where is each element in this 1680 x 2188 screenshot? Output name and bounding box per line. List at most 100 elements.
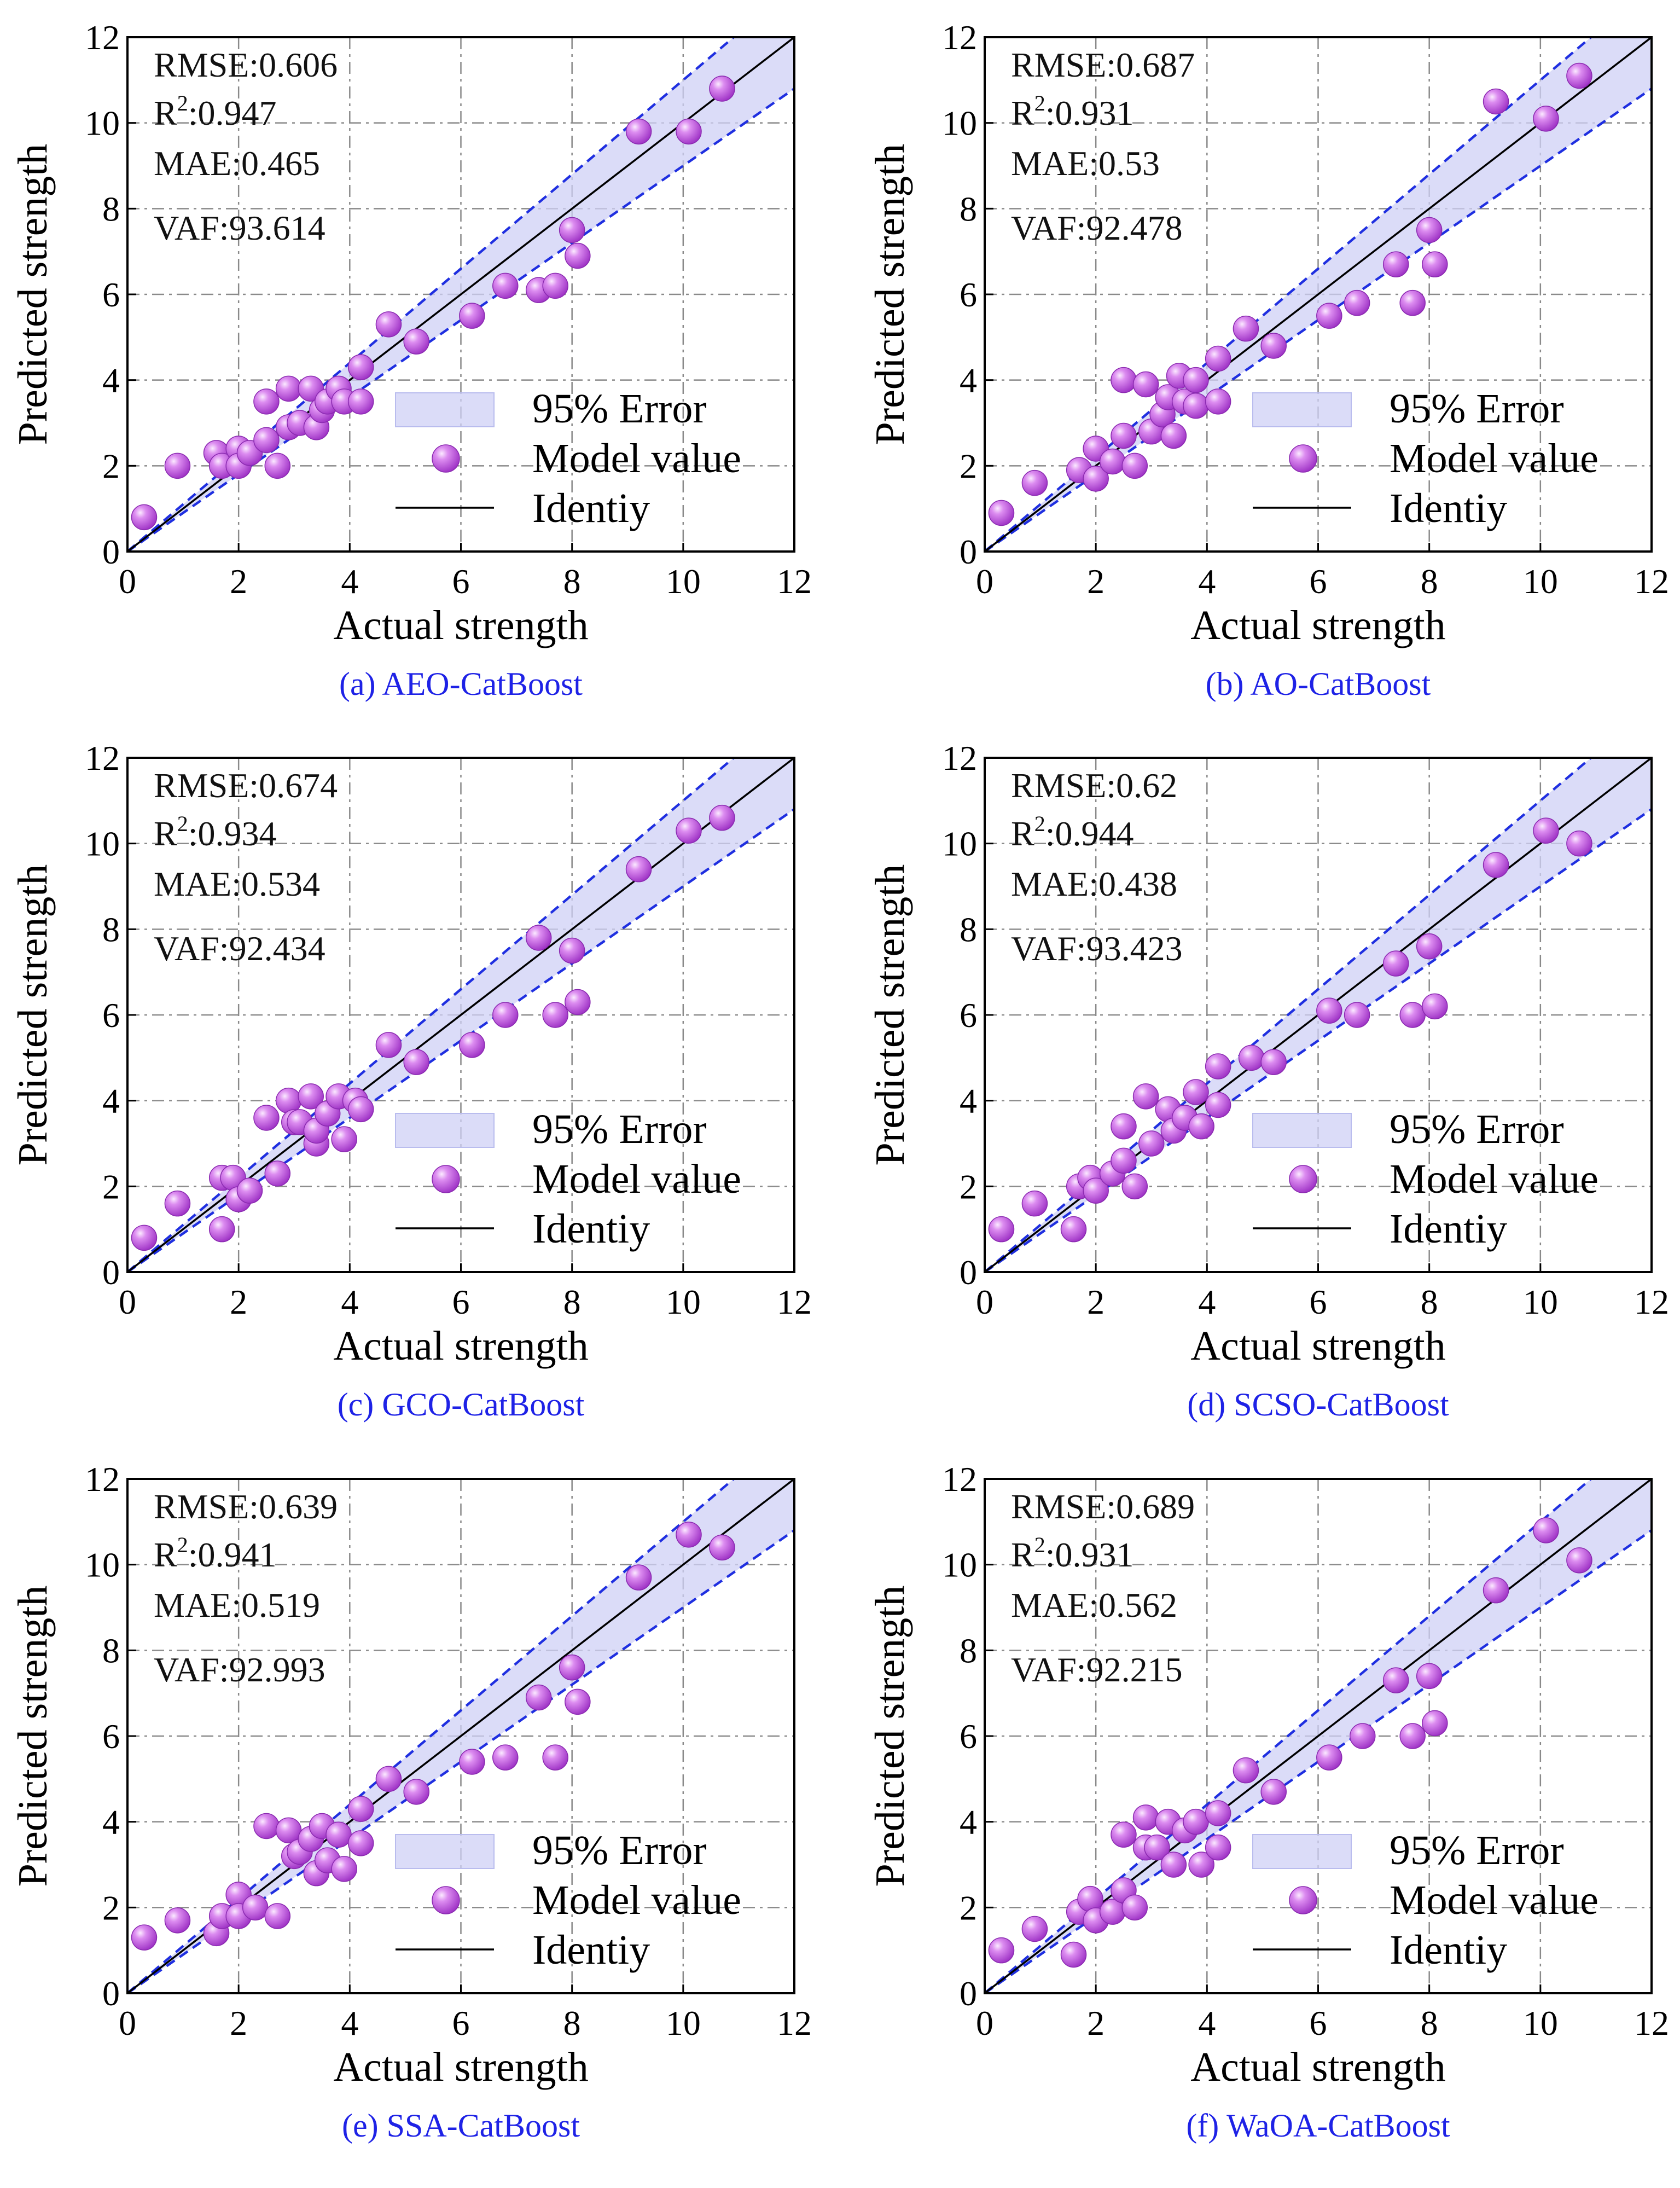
metric-r2-value: :0.947 — [188, 94, 277, 132]
data-point — [565, 1688, 591, 1715]
metric-vaf: VAF:93.423 — [1011, 929, 1183, 968]
data-point — [459, 303, 485, 329]
chart-panel-5: 0 2 4 6 8 10 12 0 2 4 6 8 10 12 Actual strength Predict… — [867, 1460, 1669, 2144]
y-tick-label: 6 — [102, 1717, 120, 1756]
data-point — [164, 452, 191, 479]
legend-identity-label: Identiy — [1390, 1206, 1507, 1252]
data-point — [1316, 303, 1342, 329]
data-point — [1566, 62, 1592, 89]
data-point — [1316, 1744, 1342, 1771]
legend-identity-label: Identiy — [532, 485, 650, 531]
x-tick-label: 0 — [119, 2004, 136, 2042]
metric-r2-exponent: 2 — [1034, 91, 1045, 115]
data-point — [565, 989, 591, 1015]
data-point — [1060, 1941, 1087, 1968]
y-tick-label: 6 — [102, 275, 120, 314]
x-tick-label: 10 — [666, 2004, 701, 2042]
data-point — [1111, 1147, 1137, 1174]
data-point — [1205, 1053, 1231, 1080]
y-axis-label: Predicted strength — [10, 144, 56, 445]
metric-r2-label: R — [1011, 1535, 1034, 1574]
data-point — [1422, 251, 1448, 277]
y-tick-label: 10 — [85, 825, 120, 863]
y-tick-label: 8 — [960, 1631, 977, 1670]
metric-r2-value: :0.931 — [1045, 94, 1134, 132]
x-tick-label: 10 — [1523, 2004, 1558, 2042]
metric-vaf: VAF:92.993 — [154, 1650, 325, 1689]
metric-vaf: VAF:92.478 — [1011, 208, 1183, 247]
data-point — [1399, 1723, 1426, 1749]
data-point — [492, 1744, 519, 1771]
legend-point-marker — [1289, 444, 1317, 473]
data-point — [236, 1177, 263, 1204]
data-point — [1121, 1173, 1148, 1200]
data-point — [375, 1766, 402, 1792]
legend-error-label: 95% Error — [1390, 386, 1564, 432]
data-point — [1416, 1663, 1443, 1690]
legend-error-label: 95% Error — [1390, 1106, 1564, 1152]
data-point — [298, 1083, 324, 1110]
data-point — [1344, 289, 1370, 316]
data-point — [1021, 1190, 1048, 1217]
legend-error-label: 95% Error — [532, 1106, 707, 1152]
metric-vaf: VAF:92.215 — [1011, 1650, 1183, 1689]
data-point — [403, 328, 429, 355]
data-point — [625, 1564, 652, 1591]
x-tick-label: 12 — [777, 562, 812, 601]
data-point — [559, 217, 585, 243]
x-tick-label: 12 — [1634, 2004, 1669, 2042]
data-point — [676, 1522, 702, 1548]
data-point — [1483, 852, 1509, 878]
metric-r2-exponent: 2 — [177, 1533, 188, 1557]
x-tick-label: 10 — [1523, 1282, 1558, 1321]
data-point — [1132, 1083, 1159, 1110]
data-point — [347, 1830, 374, 1856]
metric-r2: R2:0.944 — [1011, 811, 1133, 853]
data-point — [1083, 466, 1109, 492]
data-point — [208, 1216, 235, 1243]
data-point — [1021, 1916, 1048, 1942]
x-tick-label: 6 — [1310, 562, 1327, 601]
data-point — [253, 388, 280, 415]
data-point — [1399, 289, 1426, 316]
legend-identity-label: Identiy — [1390, 1927, 1507, 1973]
metric-mae: MAE:0.53 — [1011, 144, 1160, 183]
data-point — [1416, 217, 1443, 243]
metric-rmse: RMSE:0.687 — [1011, 45, 1195, 84]
y-tick-label: 4 — [960, 361, 977, 400]
x-tick-label: 4 — [341, 1282, 358, 1321]
y-tick-label: 12 — [85, 739, 120, 777]
metric-r2-label: R — [154, 1535, 177, 1574]
data-point — [1077, 1885, 1103, 1912]
data-point — [1416, 933, 1443, 960]
metric-r2-label: R — [1011, 814, 1034, 853]
data-point — [1132, 1804, 1159, 1831]
data-point — [1566, 1547, 1592, 1574]
x-tick-label: 0 — [976, 2004, 993, 2042]
y-tick-label: 0 — [960, 532, 977, 571]
legend-point-marker — [432, 1165, 460, 1193]
data-point — [492, 272, 519, 299]
metric-r2: R2:0.931 — [1011, 1533, 1133, 1574]
data-point — [131, 1924, 158, 1951]
metric-r2: R2:0.947 — [154, 91, 276, 132]
chart-panel-3: 0 2 4 6 8 10 12 0 2 4 6 8 10 12 Actual strength Predict… — [867, 739, 1669, 1423]
data-point — [347, 1096, 374, 1123]
data-point — [625, 118, 652, 145]
legend-identity-label: Identiy — [532, 1927, 650, 1973]
y-tick-label: 10 — [942, 825, 977, 863]
legend-identity-label: Identiy — [532, 1206, 650, 1252]
subplot-caption: (c) GCO-CatBoost — [338, 1386, 585, 1423]
x-tick-label: 8 — [563, 562, 581, 601]
data-point — [1422, 993, 1448, 1020]
metric-mae: MAE:0.438 — [1011, 864, 1177, 903]
metric-r2-label: R — [154, 94, 177, 132]
legend-error-label: 95% Error — [532, 1827, 707, 1873]
data-point — [264, 1903, 291, 1929]
chart-panel-2: 0 2 4 6 8 10 12 0 2 4 6 8 10 12 Actual strength Predict… — [10, 739, 812, 1423]
data-points — [988, 817, 1592, 1243]
legend-error-swatch — [395, 392, 495, 427]
